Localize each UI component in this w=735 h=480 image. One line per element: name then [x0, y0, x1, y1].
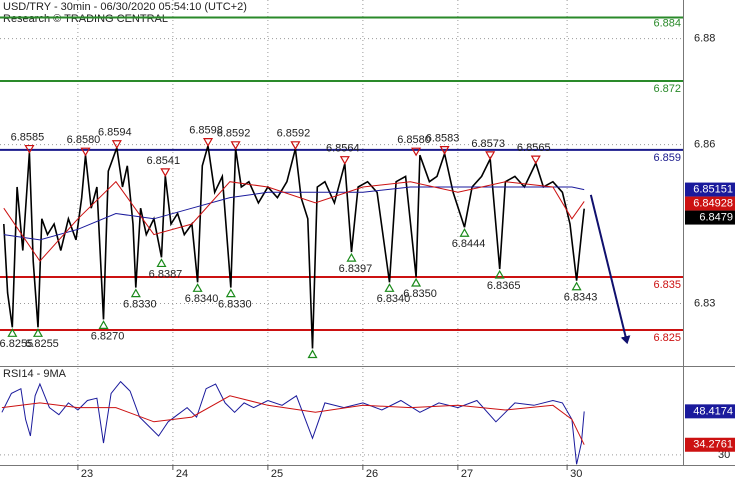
series-line	[3, 180, 585, 262]
high-marker	[411, 147, 422, 157]
last-value-box	[685, 404, 735, 419]
marker-label: 6.8580	[67, 134, 101, 146]
low-marker	[571, 281, 582, 291]
x-tick-label: 27	[461, 468, 473, 480]
marker-label: 6.8350	[403, 288, 437, 300]
high-marker	[160, 168, 171, 178]
marker-label: 6.8255	[25, 338, 59, 350]
x-tick-label: 26	[366, 468, 378, 480]
high-marker	[230, 141, 241, 151]
marker-label: 6.8340	[185, 293, 219, 305]
level-label: 6.884	[653, 17, 681, 29]
high-marker	[290, 141, 301, 151]
last-value-label: 6.84928	[693, 197, 733, 209]
marker-label: 6.8592	[277, 128, 311, 140]
y-tick-label: 30	[718, 449, 730, 461]
high-marker	[339, 156, 350, 165]
series-line	[3, 186, 585, 241]
last-value-box	[685, 210, 735, 225]
low-marker	[7, 328, 18, 337]
marker-label: 6.8541	[146, 155, 180, 167]
last-value-box	[685, 437, 735, 452]
last-value-label: 48.4174	[693, 405, 733, 417]
low-marker	[156, 258, 167, 268]
last-value-box	[685, 182, 735, 197]
x-tick-label: 23	[81, 468, 93, 480]
marker-label: 6.8365	[487, 280, 521, 292]
low-marker	[130, 288, 141, 298]
y-tick-label: 6.83	[694, 297, 715, 309]
marker-label: 6.8564	[326, 143, 360, 155]
low-marker	[192, 283, 203, 292]
marker-label: 6.8598	[189, 125, 223, 137]
marker-label: 6.8397	[339, 263, 373, 275]
high-marker	[111, 140, 122, 149]
high-marker	[24, 144, 35, 154]
low-marker	[98, 320, 109, 329]
high-marker	[203, 138, 214, 147]
y-tick-label: 6.88	[694, 33, 715, 45]
high-marker	[530, 155, 541, 165]
low-marker	[225, 288, 236, 298]
marker-label: 6.8255	[0, 338, 33, 350]
series-line	[1, 380, 585, 465]
series-line	[3, 145, 585, 349]
x-tick-label: 30	[570, 468, 582, 480]
chart-title: USD/TRY - 30min - 06/30/2020 05:54:10 (U…	[3, 1, 247, 13]
y-tick-label: 6.86	[694, 139, 715, 151]
marker-label: 6.8583	[426, 133, 460, 145]
marker-label: 6.8444	[452, 238, 486, 250]
high-marker	[439, 146, 450, 155]
forecast-arrow	[589, 194, 631, 345]
low-marker	[32, 328, 44, 337]
level-label: 6.835	[653, 279, 681, 291]
low-marker	[307, 349, 318, 359]
marker-label: 6.8573	[471, 138, 505, 150]
low-marker	[494, 269, 505, 279]
last-value-label: 6.85151	[693, 183, 733, 195]
x-tick-label: 24	[176, 468, 188, 480]
level-label: 6.825	[653, 332, 681, 344]
last-value-box	[685, 196, 735, 211]
marker-label: 6.8594	[98, 127, 132, 139]
last-value-label: 34.2761	[693, 439, 733, 451]
low-marker	[411, 277, 422, 287]
high-marker	[485, 151, 496, 161]
low-marker	[459, 228, 470, 237]
chart-subtitle: Research © TRADING CENTRAL	[3, 13, 168, 25]
marker-label: 6.8330	[218, 299, 252, 311]
series-line	[1, 395, 585, 445]
last-value-label: 6.8479	[699, 211, 733, 223]
marker-label: 6.8592	[217, 128, 251, 140]
low-marker	[384, 283, 395, 292]
marker-label: 6.8330	[123, 299, 157, 311]
marker-label: 6.8387	[149, 268, 183, 280]
level-label: 6.859	[653, 152, 681, 164]
level-label: 6.872	[653, 83, 681, 95]
marker-label: 6.8565	[517, 142, 551, 154]
marker-label: 6.8343	[564, 292, 598, 304]
marker-label: 6.8340	[377, 293, 411, 305]
marker-label: 6.8580	[397, 134, 431, 146]
marker-label: 6.8585	[11, 131, 45, 143]
marker-label: 6.8270	[91, 330, 125, 342]
x-tick-label: 25	[271, 468, 283, 480]
rsi-title: RSI14 - 9MA	[3, 368, 67, 380]
high-marker	[80, 147, 91, 157]
low-marker	[346, 252, 357, 262]
